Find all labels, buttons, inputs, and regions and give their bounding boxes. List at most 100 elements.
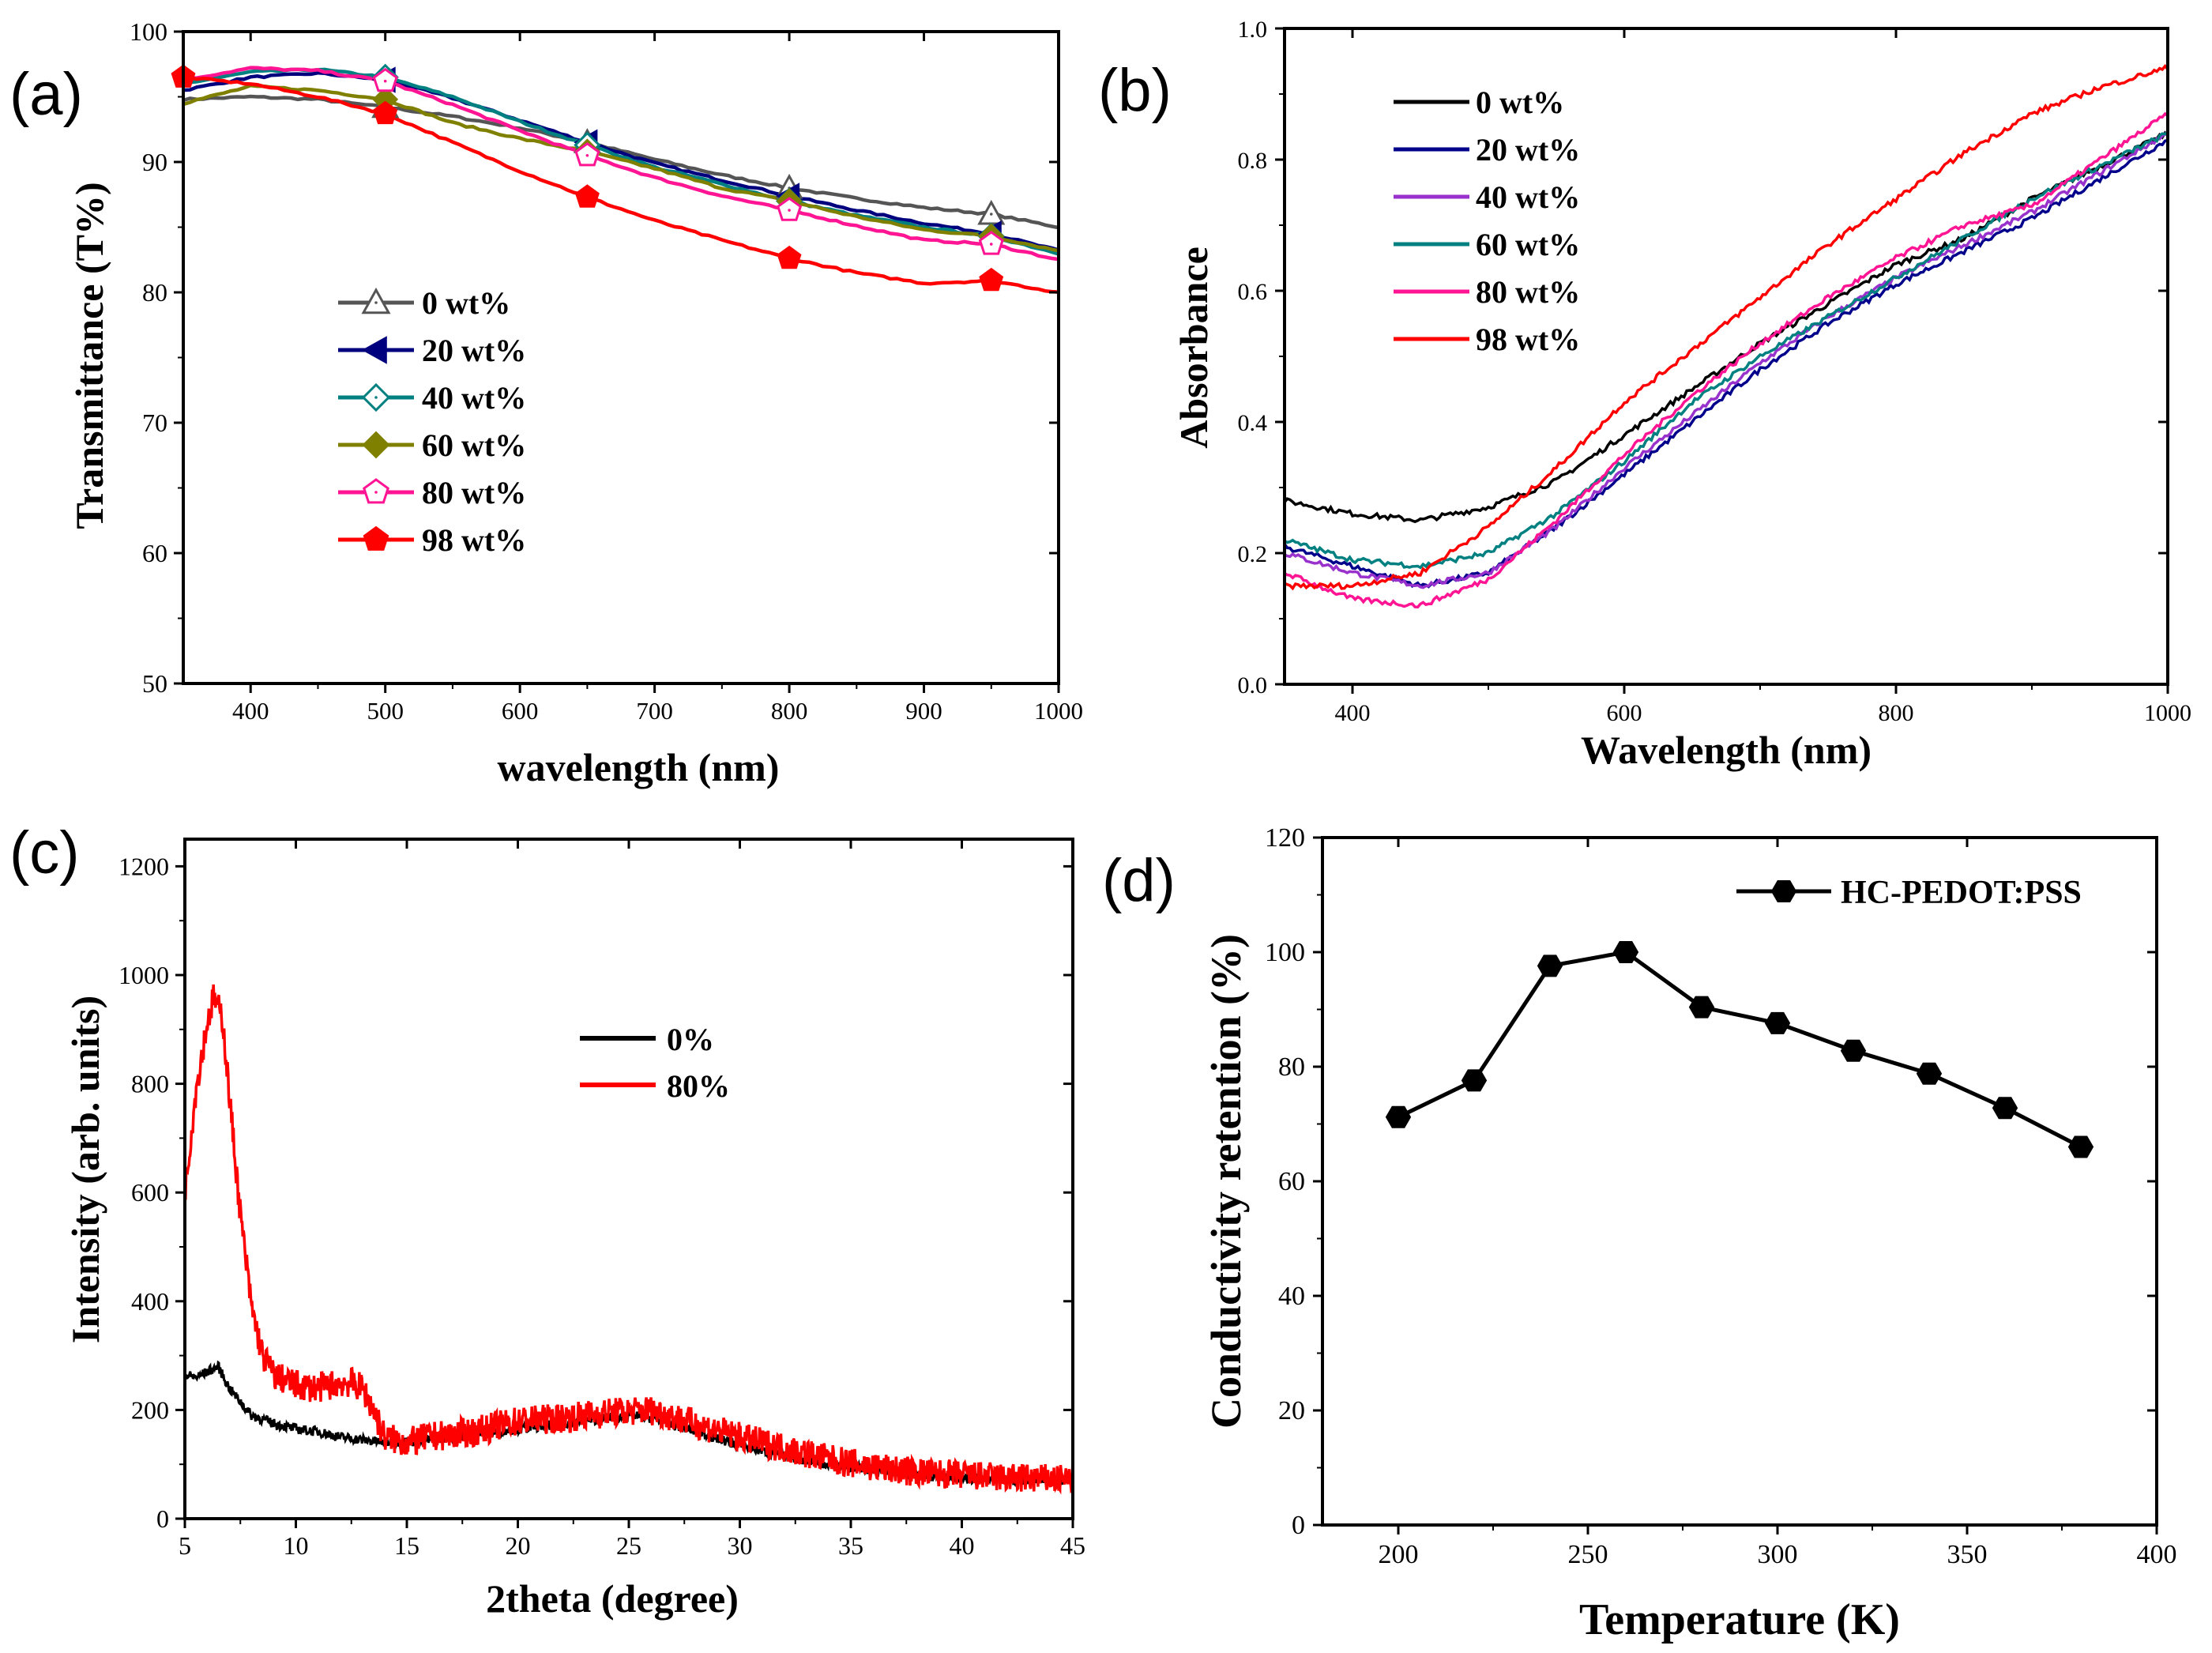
x-tick-label-350: 350 [1947,1540,1988,1569]
x-tick-label-600: 600 [1607,700,1642,726]
legend-label-20-wt: 20 wt% [422,333,526,368]
panel-d-plot-lines [1397,950,2082,1149]
y-tick-label-200: 200 [131,1395,169,1424]
y-tick-label-120: 120 [1265,823,1305,853]
x-tick-label-700: 700 [636,697,673,725]
marker-98-wt-950 [979,267,1004,292]
series-line-98-wt [1285,63,2168,591]
marker-hc-pedot-pss-300 [1764,1011,1791,1034]
x-tick-label-800: 800 [1879,700,1914,726]
panel-b: (b) 400 600 800 1000 0.0 0.2 0.4 0.6 0.8 1.0 Wave… [1098,17,2191,772]
legend-label-60-wt: 60 wt% [1476,227,1580,262]
series-line-80-wt [1285,111,2168,609]
x-tick-label-30: 30 [728,1531,753,1560]
marker-0-wt-950-dot [989,213,993,216]
panel-a-plot-lines [183,66,1059,294]
panel-a-xlabel: wavelength (nm) [498,745,780,789]
legend-label-80-wt: 80 wt% [422,475,526,510]
marker-hc-pedot-pss-320 [1840,1039,1867,1062]
marker-hc-pedot-pss-260 [1612,941,1639,963]
marker-hc-pedot-pss-240 [1537,955,1563,977]
marker-80-wt-950-dot [989,243,993,246]
legend-label-hc-pedot-pss: HC-PEDOT:PSS [1841,875,2082,911]
legend-marker-hc-pedot-pss [1770,880,1797,902]
x-tick-label-500: 500 [367,697,404,725]
x-tick-label-15: 15 [394,1531,419,1560]
marker-hc-pedot-pss-340 [1916,1062,1943,1085]
legend-label-0-wt: 0 wt% [422,285,510,321]
panel-d-markers [1385,941,2094,1158]
y-tick-label-20: 20 [1278,1396,1305,1425]
x-tick-label-200: 200 [1379,1540,1419,1569]
panel-a-label: (a) [9,61,83,128]
marker-80-wt-500-dot [383,79,387,83]
panel-a-frame [182,30,1060,685]
panel-b-xlabel: Wavelength (nm) [1581,728,1872,772]
marker-80-wt-800-dot [788,209,791,212]
x-tick-label-400: 400 [232,697,269,725]
marker-hc-pedot-pss-220 [1461,1069,1488,1092]
y-tick-label-60: 60 [142,539,167,567]
panel-b-ylabel: Absorbance [1172,247,1216,449]
panel-d-xlabel: Temperature (K) [1579,1595,1900,1644]
panel-c: (c) 5 10 15 20 25 30 35 40 45 0 200 400 600 800 1000 12… [9,819,1085,1621]
x-tick-label-900: 900 [905,697,942,725]
legend-label-0-wt: 0 wt% [1476,85,1564,120]
x-tick-label-800: 800 [771,697,808,725]
marker-98-wt-500 [373,100,398,125]
y-tick-label-100: 100 [1265,938,1305,967]
series-line-0-wt [1285,130,2168,524]
series-line-80-wt [183,66,1059,262]
x-tick-label-35: 35 [838,1531,863,1560]
y-tick-label-1200: 1200 [118,852,169,880]
panel-a: (a) 400 500 600 700 800 900 10005060708090100 … [9,17,1083,789]
panel-b-plot-lines [1285,63,2168,609]
panel-a-markers [171,63,1006,292]
series-line-40-wt [1285,132,2168,589]
panel-a-ticks: 400 500 600 700 800 900 1000 50 60 70 80 90 100 [130,17,1083,725]
panel-c-ylabel: Intensity (arb. units) [63,996,107,1343]
x-tick-label-45: 45 [1060,1531,1085,1560]
y-tick-label-100: 100 [130,17,167,46]
panel-c-legend: 0%80% [580,1022,730,1104]
panel-b-legend: 0 wt% 20 wt% 40 wt% 60 wt% 80 wt% 98 wt% [1394,85,1580,357]
legend-marker-0-wt-dot [374,301,378,304]
legend-label-40-wt: 40 wt% [422,380,526,416]
panel-d-label: (d) [1102,847,1176,914]
panel-a-ylabel: Transmittance (T%) [67,182,111,529]
panel-a-legend: 0 wt% 20 wt% 40 wt% 60 wt% 80 wt% 98 wt% [338,285,526,558]
x-tick-label-250: 250 [1568,1540,1608,1569]
y-tick-label-0-4: 0.4 [1238,410,1268,436]
legend-label-98-wt: 98 wt% [1476,322,1580,357]
panel-c-ticks: 5 10 15 20 25 30 35 40 45 0 200 400 600 800 1000 1200 [118,839,1085,1560]
y-tick-label-0-2: 0.2 [1238,541,1268,567]
legend-marker-98-wt [363,525,389,551]
legend-marker-60-wt [362,431,390,459]
series-line-98-wt [183,75,1059,294]
legend-marker-20-wt [361,336,387,364]
y-tick-label-1000: 1000 [118,961,169,989]
y-tick-label-50: 50 [142,669,167,698]
panel-d-legend: HC-PEDOT:PSS [1736,875,2082,911]
y-tick-label-80: 80 [142,278,167,307]
y-tick-label-40: 40 [1278,1282,1305,1311]
y-tick-label-90: 90 [142,148,167,176]
panel-c-xlabel: 2theta (degree) [486,1576,739,1621]
panel-b-ticks: 400 600 800 1000 0.0 0.2 0.4 0.6 0.8 1.0 [1238,17,2192,726]
y-tick-label-70: 70 [142,409,167,437]
x-tick-label-5: 5 [179,1531,191,1560]
y-tick-label-800: 800 [131,1070,169,1098]
y-tick-label-1-0: 1.0 [1238,17,1268,43]
marker-80-wt-650-dot [585,153,589,157]
x-tick-label-400: 400 [1335,700,1371,726]
legend-label-98-wt: 98 wt% [422,522,526,558]
x-tick-label-40: 40 [950,1531,975,1560]
x-tick-label-600: 600 [502,697,539,725]
marker-hc-pedot-pss-380 [2067,1135,2094,1158]
marker-98-wt-800 [777,245,802,269]
panel-d-ylabel: Conductivity retention (%) [1202,934,1250,1429]
y-tick-label-0: 0 [1292,1511,1305,1540]
y-tick-label-0: 0 [156,1504,169,1533]
marker-98-wt-650 [574,184,600,208]
